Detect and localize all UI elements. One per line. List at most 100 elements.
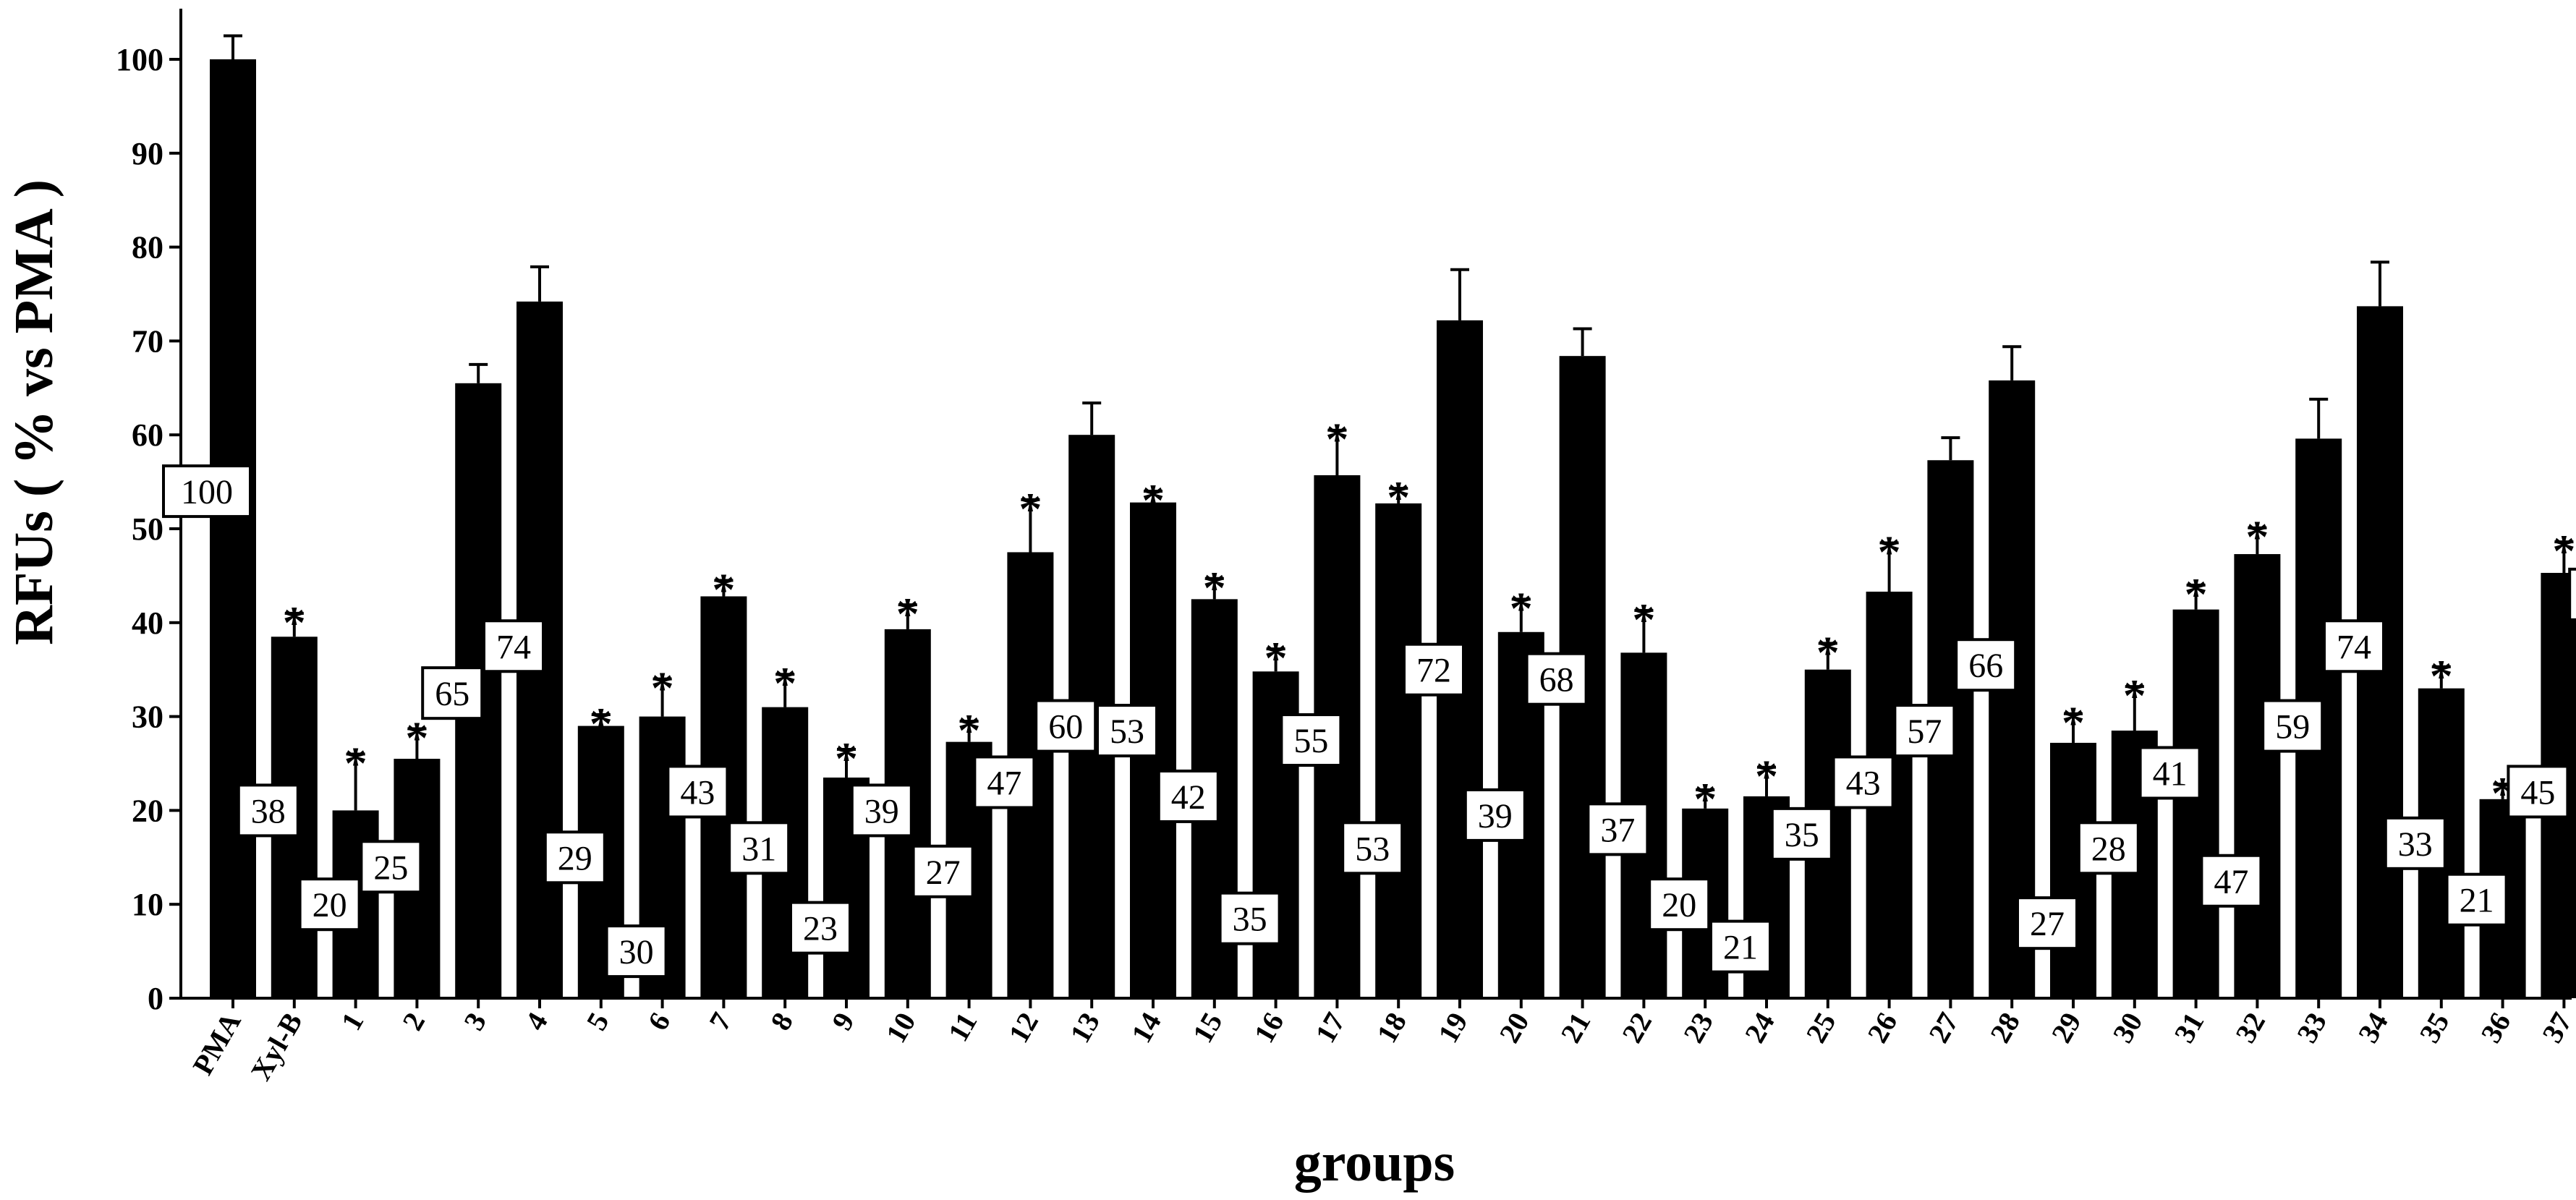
significance-star: * [2430,650,2453,702]
data-label: 21 [1723,929,1758,967]
data-label: 27 [2030,905,2065,943]
x-tick-label: 28 [1984,1007,2026,1048]
data-label: 20 [313,886,347,924]
data-label: 55 [1293,722,1328,760]
data-label: 33 [2398,825,2433,864]
significance-star: * [1203,562,1226,613]
x-tick-label: 35 [2413,1007,2456,1048]
x-tick-label: 6 [641,1007,676,1036]
data-label-box [421,666,484,720]
y-tick-label: 90 [132,136,163,171]
y-tick-label: 50 [132,511,163,547]
significance-star: * [958,705,981,756]
significance-star: * [590,698,613,749]
x-tick-label: 2 [396,1007,431,1036]
x-tick-label: 29 [2045,1007,2088,1048]
x-tick-label: 5 [580,1007,616,1036]
x-tick-label: 31 [2167,1007,2210,1048]
x-tick-label: 8 [764,1007,799,1036]
data-label-box [1955,638,2018,692]
data-label-box [1403,642,1465,697]
data-label: 100 [181,473,233,511]
data-label-box [162,464,252,519]
data-label: 53 [1110,712,1144,751]
x-tick-label: 18 [1370,1007,1413,1048]
data-label-box [2323,619,2385,673]
x-tick-label: 9 [825,1007,861,1036]
significance-star: * [283,597,306,648]
x-tick-label: Xyl-B [245,1007,309,1086]
data-label: 68 [1539,661,1574,699]
bar [2172,609,2219,998]
x-tick-label: 22 [1615,1007,1658,1048]
data-label-box [237,783,299,838]
data-label-box [789,901,851,955]
significance-star: * [1878,526,1901,577]
y-tick-label: 80 [132,230,163,265]
data-label-box [1341,821,1404,875]
data-label: 43 [1846,764,1881,802]
x-tick-label: 19 [1432,1007,1474,1048]
data-label: 39 [1478,797,1513,835]
x-tick-label: 30 [2107,1007,2149,1048]
data-label-box [543,830,606,885]
data-label-box [1218,891,1281,945]
data-label: 45 [2520,773,2555,812]
x-tick-label: 11 [942,1007,984,1047]
y-tick-label: 70 [132,323,163,359]
x-tick-label: PMA [186,1007,247,1080]
significance-star: * [1142,475,1165,526]
significance-star: * [896,588,919,639]
data-label-box [1463,788,1526,842]
significance-star: * [835,733,858,784]
x-tick-label: 26 [1861,1007,1903,1048]
x-tick-label: 10 [880,1007,922,1048]
data-label-box [298,877,361,932]
x-tick-label: 20 [1493,1007,1536,1048]
data-label: 37 [1600,811,1635,849]
data-label: 27 [926,854,961,892]
significance-star: * [773,658,796,709]
data-label-box [973,755,1036,809]
data-label-box [1586,802,1649,856]
x-tick-label: 34 [2352,1007,2394,1048]
data-label: 74 [2337,628,2371,666]
data-label: 35 [1785,816,1819,854]
data-label: 25 [373,848,408,887]
data-label-box [1034,699,1097,753]
significance-star: * [1755,751,1778,802]
data-label-box [1280,713,1343,767]
bar [1375,503,1422,998]
significance-star: * [1510,582,1533,634]
data-label-box [1525,652,1588,706]
x-tick-label: 15 [1186,1007,1229,1048]
data-label: 47 [2214,863,2248,901]
data-label: 28 [2091,830,2126,868]
significance-star: * [1325,414,1348,465]
x-tick-label: 33 [2290,1007,2333,1048]
x-tick-label: 1 [334,1007,370,1036]
data-label: 41 [2153,754,2188,793]
x-tick-label: 27 [1922,1007,1965,1048]
x-tick-label: 21 [1554,1007,1597,1048]
y-axis-title: RFUs ( % vs PMA ) [4,179,64,645]
significance-star: * [344,738,367,789]
significance-star: * [651,663,674,714]
x-tick-label: 13 [1063,1007,1106,1048]
data-label: 38 [251,792,286,830]
data-label-box [850,783,913,838]
x-tick-label: 4 [519,1007,554,1036]
x-tick-label: 25 [1800,1007,1842,1048]
data-label-box [1770,807,1833,861]
bar [2234,554,2281,998]
x-tick-label: 7 [702,1007,738,1036]
data-label: 20 [1662,886,1696,924]
data-label-box [605,924,668,979]
data-label: 30 [619,933,654,971]
data-label-box [1709,919,1772,974]
significance-star: * [1387,472,1410,523]
data-label: 65 [435,675,469,713]
x-axis-title: groups [1294,1132,1455,1193]
data-label: 21 [2460,882,2494,920]
data-label-box [2445,872,2508,927]
